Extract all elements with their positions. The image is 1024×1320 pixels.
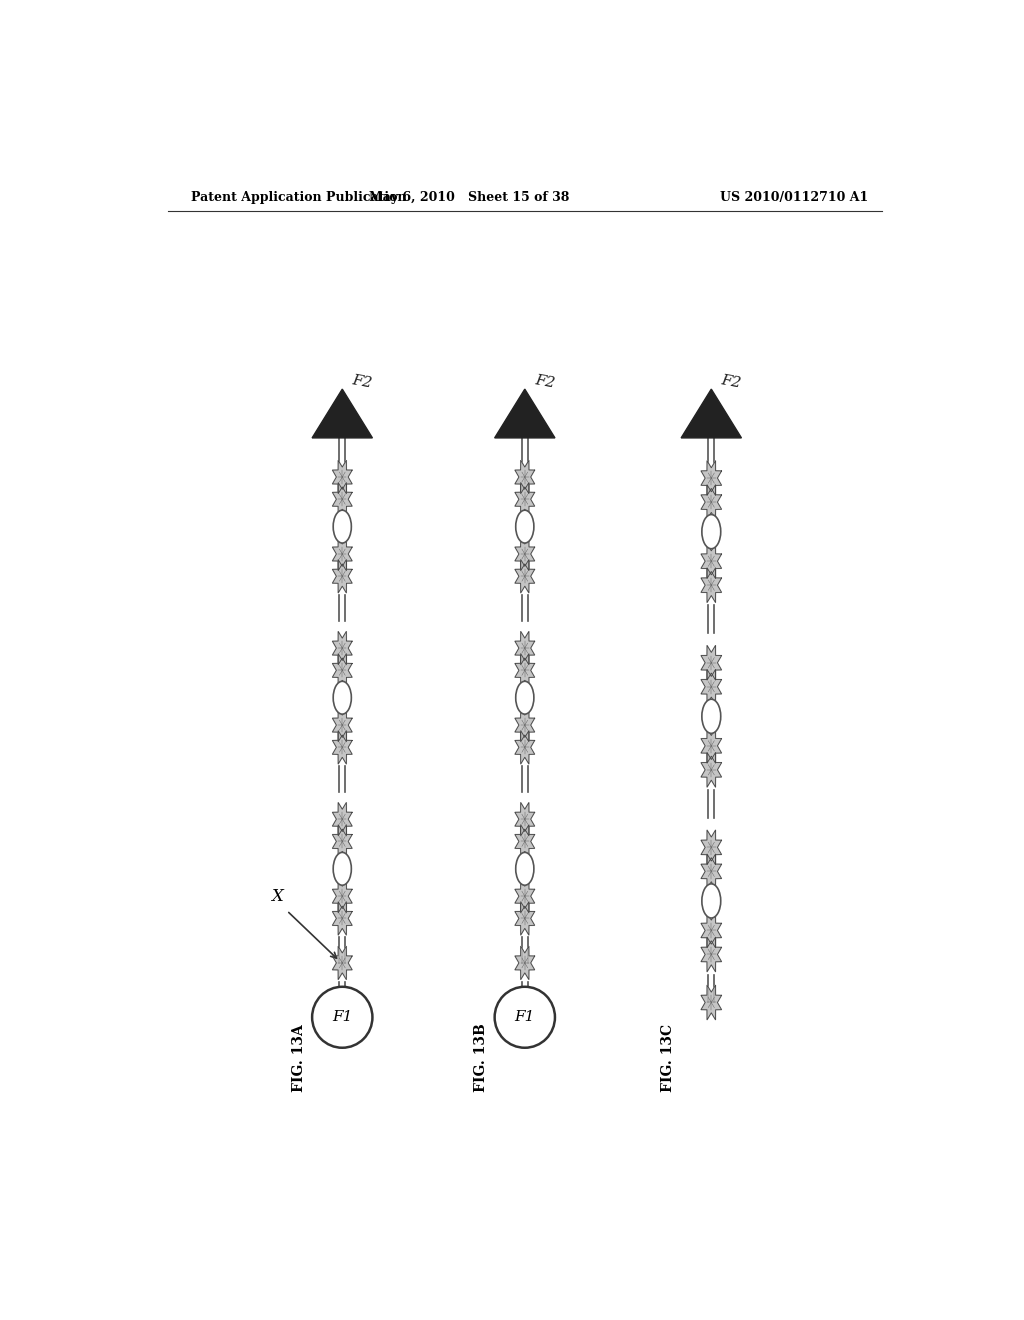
Polygon shape [333,483,352,516]
Polygon shape [701,568,722,602]
Polygon shape [701,669,722,704]
Text: X: X [271,888,283,906]
Polygon shape [333,902,352,935]
Polygon shape [701,484,722,520]
Polygon shape [515,709,535,742]
Ellipse shape [516,681,534,714]
Polygon shape [515,825,535,858]
Ellipse shape [516,853,534,886]
Polygon shape [333,803,352,836]
Ellipse shape [495,987,555,1048]
Polygon shape [333,560,352,593]
Text: F1: F1 [515,1010,535,1024]
Polygon shape [312,389,373,438]
Polygon shape [515,803,535,836]
Text: FIG. 13C: FIG. 13C [660,1024,675,1092]
Polygon shape [515,946,535,979]
Ellipse shape [333,853,351,886]
Polygon shape [701,752,722,787]
Polygon shape [701,729,722,763]
Polygon shape [701,461,722,495]
Text: F2: F2 [534,374,556,391]
Polygon shape [515,731,535,764]
Ellipse shape [701,700,721,734]
Text: F2: F2 [720,374,742,391]
Text: F1: F1 [332,1010,352,1024]
Polygon shape [515,879,535,913]
Polygon shape [333,879,352,913]
Polygon shape [515,461,535,494]
Polygon shape [333,709,352,742]
Text: US 2010/0112710 A1: US 2010/0112710 A1 [721,190,868,203]
Polygon shape [515,537,535,570]
Text: Patent Application Publication: Patent Application Publication [191,190,407,203]
Text: F2: F2 [351,374,374,391]
Polygon shape [515,653,535,686]
Polygon shape [681,389,741,438]
Polygon shape [495,389,555,438]
Polygon shape [333,731,352,764]
Ellipse shape [333,681,351,714]
Polygon shape [701,854,722,888]
Ellipse shape [701,884,721,917]
Ellipse shape [312,987,373,1048]
Ellipse shape [701,515,721,549]
Polygon shape [701,830,722,865]
Polygon shape [333,537,352,570]
Text: FIG. 13B: FIG. 13B [474,1023,488,1092]
Polygon shape [515,902,535,935]
Text: May 6, 2010   Sheet 15 of 38: May 6, 2010 Sheet 15 of 38 [369,190,569,203]
Polygon shape [701,544,722,578]
Polygon shape [515,560,535,593]
Polygon shape [333,825,352,858]
Polygon shape [333,631,352,665]
Polygon shape [701,645,722,680]
Polygon shape [333,461,352,494]
Polygon shape [701,937,722,972]
Polygon shape [333,946,352,979]
Ellipse shape [333,511,351,543]
Polygon shape [515,631,535,665]
Polygon shape [333,653,352,686]
Polygon shape [515,483,535,516]
Ellipse shape [516,511,534,543]
Polygon shape [701,913,722,948]
Text: FIG. 13A: FIG. 13A [292,1024,305,1092]
Polygon shape [701,985,722,1020]
